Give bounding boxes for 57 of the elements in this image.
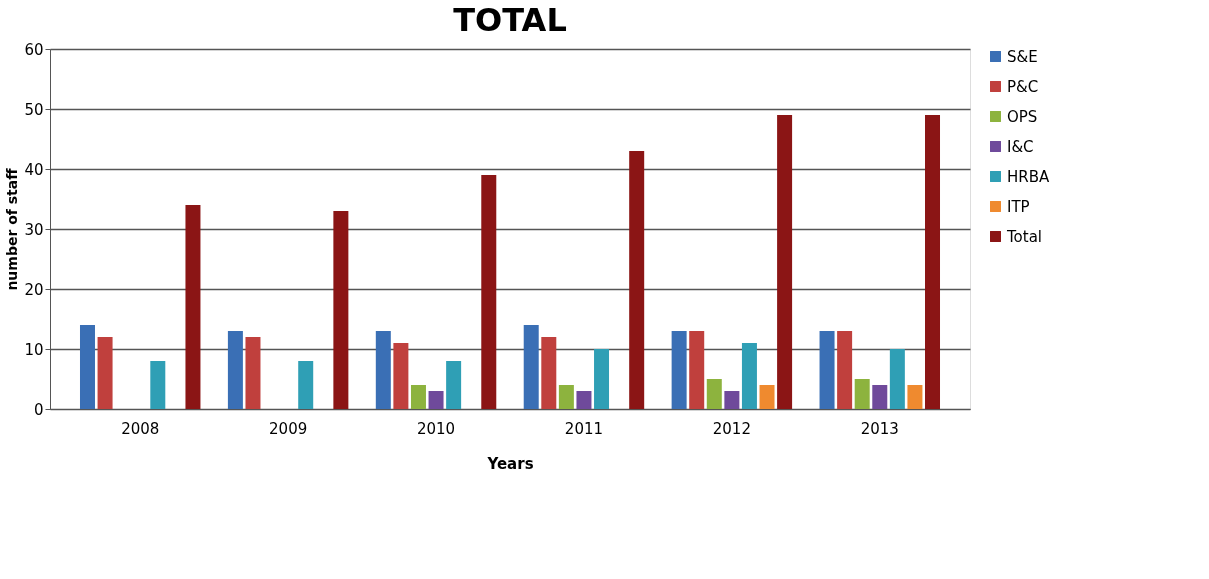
x-axis-title: Years bbox=[486, 454, 534, 473]
y-tick-label: 40 bbox=[24, 160, 44, 179]
bar bbox=[689, 331, 705, 409]
x-tick-label: 2008 bbox=[121, 419, 160, 438]
bar bbox=[671, 331, 687, 409]
bar bbox=[446, 361, 462, 409]
bar bbox=[837, 331, 853, 409]
bar bbox=[523, 325, 539, 409]
bar bbox=[393, 343, 409, 409]
bar bbox=[872, 385, 888, 409]
x-tick-label: 2010 bbox=[416, 419, 456, 438]
y-tick-label: 50 bbox=[24, 100, 44, 119]
x-tick-label: 2013 bbox=[860, 419, 899, 438]
bar bbox=[185, 205, 201, 409]
y-tick-label: 20 bbox=[24, 280, 44, 299]
bar bbox=[558, 385, 574, 409]
y-tick-label: 60 bbox=[24, 40, 44, 59]
legend-label: P&C bbox=[1007, 77, 1039, 96]
legend-label: OPS bbox=[1007, 107, 1038, 126]
bar bbox=[629, 151, 645, 409]
bar bbox=[594, 349, 610, 409]
bar bbox=[541, 337, 557, 409]
bar bbox=[854, 379, 870, 409]
bar bbox=[227, 331, 243, 409]
y-axis-title: number of staff bbox=[4, 167, 21, 291]
y-tick-label: 10 bbox=[24, 340, 44, 359]
bar bbox=[741, 343, 757, 409]
bar bbox=[481, 175, 497, 409]
y-tick-label: 0 bbox=[33, 400, 44, 419]
bar bbox=[245, 337, 261, 409]
legend-label: S&E bbox=[1007, 47, 1038, 66]
bar bbox=[819, 331, 835, 409]
bar bbox=[907, 385, 923, 409]
x-tick-label: 2009 bbox=[269, 419, 308, 438]
bar bbox=[97, 337, 113, 409]
chart-title: TOTAL bbox=[453, 1, 567, 39]
legend-label: HRBA bbox=[1007, 167, 1050, 186]
bar bbox=[150, 361, 166, 409]
bar bbox=[706, 379, 722, 409]
bar bbox=[410, 385, 426, 409]
bar bbox=[79, 325, 95, 409]
bar bbox=[375, 331, 391, 409]
bar bbox=[333, 211, 349, 409]
bar bbox=[428, 391, 444, 409]
y-tick-label: 30 bbox=[24, 220, 44, 239]
bar bbox=[889, 349, 905, 409]
bar bbox=[298, 361, 314, 409]
legend-label: ITP bbox=[1007, 197, 1030, 216]
x-tick-label: 2012 bbox=[712, 419, 751, 438]
bar bbox=[925, 115, 941, 409]
bar bbox=[759, 385, 775, 409]
bar bbox=[576, 391, 592, 409]
bar bbox=[724, 391, 740, 409]
legend-label: Total bbox=[1006, 227, 1043, 246]
legend-label: I&C bbox=[1007, 137, 1034, 156]
x-tick-label: 2011 bbox=[564, 419, 604, 438]
bar bbox=[777, 115, 793, 409]
